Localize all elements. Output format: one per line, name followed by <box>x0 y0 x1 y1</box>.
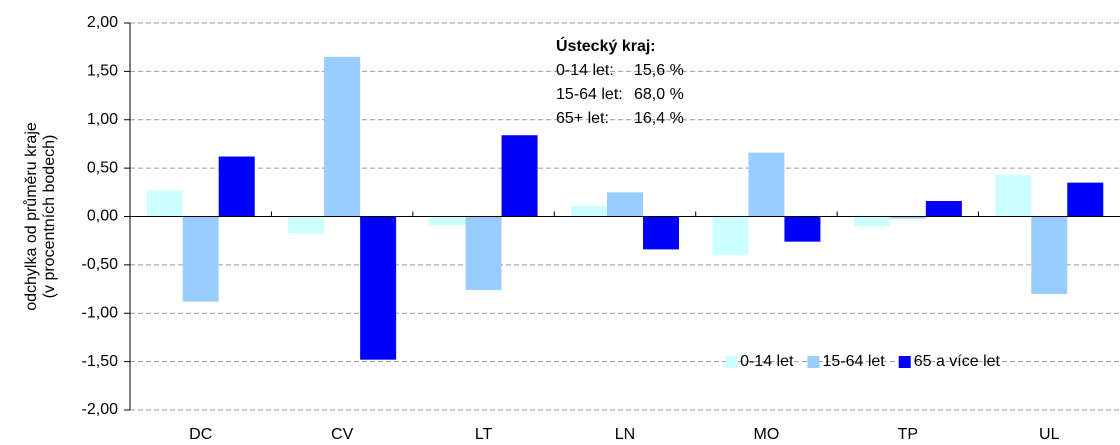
bar <box>925 201 962 217</box>
x-tick-label: MO <box>754 426 780 443</box>
legend-swatch <box>898 356 911 368</box>
bar <box>465 216 502 291</box>
y-tick-label: 0,50 <box>87 159 118 176</box>
annotation-value: 68,0 % <box>634 86 684 103</box>
bar <box>995 174 1032 217</box>
bar <box>360 216 397 360</box>
bar <box>607 192 643 217</box>
x-tick-label: DC <box>189 426 212 443</box>
annotation-value: 15,6 % <box>634 62 684 79</box>
legend-swatch <box>807 356 820 368</box>
legend-label: 65 a více let <box>914 353 1001 370</box>
annotation-label: 15-64 let: <box>556 86 623 103</box>
bar <box>748 152 785 217</box>
x-tick-label: LN <box>615 426 635 443</box>
legend-label: 15-64 let <box>822 353 885 370</box>
legend-label: 0-14 let <box>740 353 794 370</box>
legend: 0-14 let 15-64 let 65 a více let <box>725 353 1001 370</box>
annotation-value: 16,4 % <box>634 110 684 127</box>
bar <box>712 216 749 256</box>
bar <box>288 216 325 233</box>
bar <box>146 190 183 217</box>
bar <box>1067 182 1104 217</box>
y-tick-label: 2,00 <box>87 14 118 31</box>
y-tick-label: -1,00 <box>82 304 119 321</box>
y-tick-label: 1,50 <box>87 63 118 80</box>
bar <box>182 216 219 302</box>
bar <box>429 216 466 226</box>
x-tick-label: TP <box>898 426 918 443</box>
y-axis-label: odchylka od průměru kraje <box>22 122 40 311</box>
y-tick-label: -2,00 <box>82 401 119 418</box>
bar <box>1031 216 1068 294</box>
bar <box>643 216 679 250</box>
annotation-title: Ústecký kraj: <box>556 36 656 55</box>
y-tick-label: -0,50 <box>82 256 119 273</box>
y-axis-label: (v procentních bodech) <box>41 135 58 299</box>
x-tick-label: CV <box>331 426 354 443</box>
bar <box>853 216 890 227</box>
bar <box>784 216 821 242</box>
y-tick-label: 1,00 <box>87 111 118 128</box>
legend-swatch <box>725 356 738 368</box>
y-tick-label: 0,00 <box>87 208 118 225</box>
bar <box>501 135 538 217</box>
annotation-label: 65+ let: <box>556 110 609 127</box>
bar <box>218 156 255 217</box>
x-tick-label: LT <box>475 426 493 443</box>
bar <box>324 56 361 217</box>
y-tick-label: -1,50 <box>82 353 119 370</box>
bar <box>571 205 607 217</box>
bar <box>889 216 926 219</box>
x-tick-label: UL <box>1039 426 1060 443</box>
annotation-label: 0-14 let: <box>556 62 614 79</box>
